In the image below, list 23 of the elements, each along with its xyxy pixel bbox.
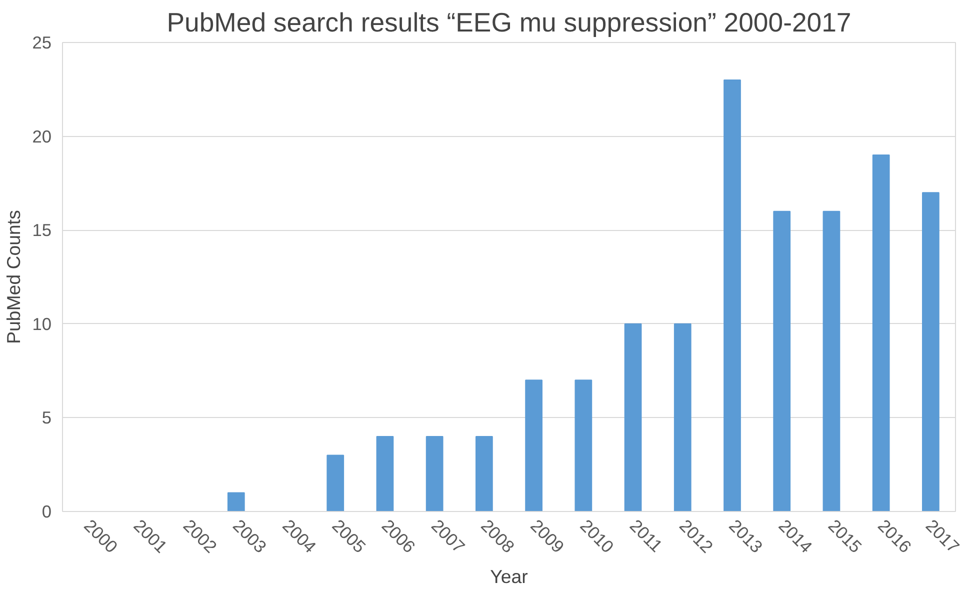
bar xyxy=(872,154,890,512)
bar xyxy=(624,323,642,512)
y-tick-label: 5 xyxy=(42,408,52,428)
bar xyxy=(426,436,444,512)
bar xyxy=(822,210,840,512)
y-axis-title: PubMed Counts xyxy=(3,210,24,344)
bar xyxy=(376,436,394,512)
bar xyxy=(773,210,791,512)
y-tick-label: 10 xyxy=(32,314,52,334)
x-axis-title: Year xyxy=(490,566,528,588)
y-tick-label: 0 xyxy=(42,502,52,522)
bar xyxy=(326,454,344,512)
y-tick-label: 20 xyxy=(32,126,52,146)
bar xyxy=(574,380,592,512)
bar xyxy=(476,436,493,512)
bar xyxy=(922,192,940,512)
y-tick-label: 25 xyxy=(32,32,52,52)
bar xyxy=(724,80,741,512)
chart-title: PubMed search results “EEG mu suppression” 2000-2017 xyxy=(166,8,852,38)
bar xyxy=(674,323,692,512)
y-tick-label: 15 xyxy=(32,220,52,240)
bar xyxy=(525,380,542,512)
bar xyxy=(227,492,245,512)
